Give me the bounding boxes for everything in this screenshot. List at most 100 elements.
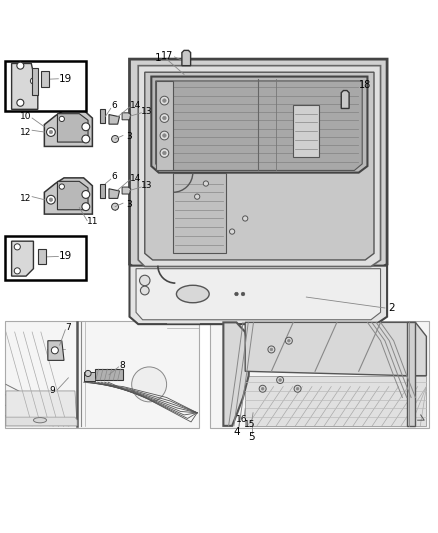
Text: 3: 3	[127, 199, 132, 208]
Circle shape	[14, 268, 20, 274]
Polygon shape	[57, 181, 88, 210]
Circle shape	[277, 376, 284, 384]
Circle shape	[82, 190, 90, 198]
Text: 4: 4	[233, 427, 240, 438]
Circle shape	[49, 130, 53, 134]
Circle shape	[270, 348, 273, 351]
Circle shape	[30, 78, 36, 84]
Text: 14: 14	[130, 101, 141, 110]
Polygon shape	[6, 417, 77, 426]
Circle shape	[203, 181, 208, 186]
Bar	[38, 249, 46, 264]
Bar	[41, 71, 49, 87]
Text: 6: 6	[111, 172, 117, 181]
Bar	[407, 322, 416, 426]
Text: 13: 13	[141, 107, 153, 116]
Circle shape	[268, 346, 275, 353]
Polygon shape	[182, 51, 191, 66]
Bar	[173, 173, 226, 253]
Text: 15: 15	[244, 420, 255, 429]
Text: 14: 14	[130, 174, 141, 183]
Polygon shape	[122, 187, 131, 194]
Circle shape	[82, 203, 90, 211]
Polygon shape	[44, 110, 92, 147]
Text: 13: 13	[141, 181, 153, 190]
Circle shape	[162, 116, 166, 120]
Circle shape	[243, 216, 248, 221]
Circle shape	[112, 203, 119, 210]
Polygon shape	[145, 72, 374, 260]
Circle shape	[160, 149, 169, 157]
Circle shape	[46, 128, 55, 136]
Polygon shape	[122, 113, 131, 120]
Circle shape	[141, 286, 149, 295]
Circle shape	[261, 387, 264, 390]
Circle shape	[279, 379, 282, 381]
Bar	[5, 321, 199, 428]
Circle shape	[288, 340, 290, 342]
Polygon shape	[341, 91, 349, 108]
Circle shape	[132, 367, 166, 402]
Circle shape	[162, 151, 166, 155]
Text: 9: 9	[49, 386, 55, 395]
Polygon shape	[155, 81, 362, 171]
Polygon shape	[48, 341, 64, 360]
Polygon shape	[245, 322, 426, 376]
Circle shape	[59, 184, 64, 189]
Polygon shape	[130, 59, 387, 271]
Bar	[84, 372, 95, 381]
Polygon shape	[57, 114, 88, 142]
Circle shape	[235, 292, 238, 296]
Text: 12: 12	[19, 127, 31, 136]
Text: 6: 6	[111, 101, 117, 110]
Text: 18: 18	[359, 80, 371, 90]
Circle shape	[296, 387, 299, 390]
Text: 19: 19	[59, 252, 72, 262]
Text: 8: 8	[119, 361, 125, 370]
Text: 16: 16	[237, 415, 248, 424]
Circle shape	[194, 194, 200, 199]
Circle shape	[140, 275, 150, 286]
Text: 12: 12	[19, 194, 31, 203]
Text: 3: 3	[127, 132, 132, 141]
Circle shape	[14, 244, 20, 250]
Polygon shape	[109, 189, 120, 198]
Polygon shape	[138, 66, 381, 266]
Circle shape	[51, 347, 58, 354]
Circle shape	[160, 131, 169, 140]
Text: 11: 11	[87, 217, 98, 226]
Bar	[100, 183, 106, 198]
Polygon shape	[12, 241, 33, 276]
Circle shape	[82, 135, 90, 143]
Circle shape	[85, 370, 91, 376]
Text: 10: 10	[20, 112, 32, 121]
Polygon shape	[12, 63, 38, 109]
Bar	[155, 81, 173, 171]
Polygon shape	[151, 77, 367, 173]
Circle shape	[160, 96, 169, 105]
Ellipse shape	[177, 285, 209, 303]
Ellipse shape	[33, 417, 46, 423]
Circle shape	[160, 114, 169, 123]
Polygon shape	[44, 178, 92, 214]
Polygon shape	[136, 269, 381, 320]
Polygon shape	[32, 68, 38, 95]
Text: 2: 2	[388, 303, 395, 313]
Bar	[5, 61, 86, 111]
Circle shape	[241, 292, 245, 296]
Polygon shape	[6, 391, 77, 426]
Bar	[210, 321, 428, 428]
Polygon shape	[223, 322, 250, 426]
Circle shape	[162, 99, 166, 102]
Polygon shape	[109, 115, 120, 124]
Circle shape	[59, 116, 64, 122]
Circle shape	[46, 195, 55, 204]
Text: 1: 1	[155, 53, 161, 63]
Circle shape	[112, 135, 119, 142]
Text: 5: 5	[248, 432, 255, 442]
Circle shape	[286, 337, 292, 344]
Bar	[95, 369, 123, 380]
Text: 19: 19	[59, 74, 72, 84]
Circle shape	[17, 99, 24, 106]
Circle shape	[17, 62, 24, 69]
